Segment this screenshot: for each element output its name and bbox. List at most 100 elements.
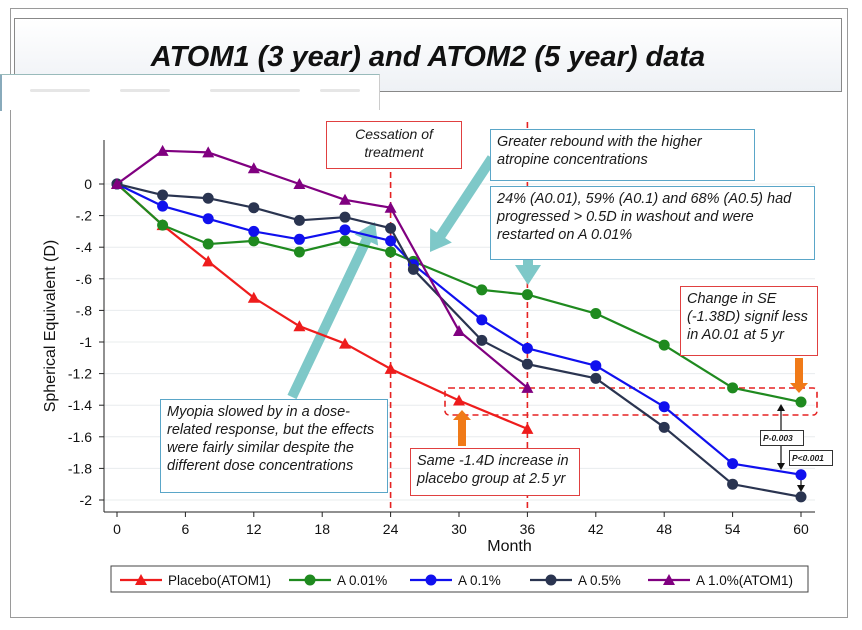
smudge bbox=[30, 89, 90, 92]
legend-item: A 1.0%(ATOM1) bbox=[648, 573, 793, 588]
x-tick-label: 42 bbox=[588, 521, 604, 537]
y-tick-label: 0 bbox=[84, 176, 92, 192]
data-point bbox=[339, 235, 351, 247]
y-tick-label: -1 bbox=[80, 334, 93, 350]
data-point bbox=[476, 284, 488, 296]
p-value-001-text: P<0.001 bbox=[792, 453, 824, 463]
data-point bbox=[157, 189, 169, 201]
data-point bbox=[111, 178, 123, 189]
p-value-001: P<0.001 bbox=[789, 450, 833, 466]
legend-label: Placebo(ATOM1) bbox=[168, 573, 271, 588]
data-point bbox=[293, 320, 306, 332]
data-point bbox=[293, 214, 305, 226]
legend-item: A 0.5% bbox=[530, 573, 621, 588]
data-point bbox=[202, 213, 214, 225]
y-tick-label: -.6 bbox=[76, 271, 93, 287]
arrow-shape bbox=[515, 258, 541, 285]
data-point bbox=[521, 422, 534, 434]
data-point bbox=[521, 381, 534, 393]
teal-arrow-rebound bbox=[430, 155, 497, 252]
series-line bbox=[116, 182, 802, 498]
data-point bbox=[157, 200, 169, 212]
data-point bbox=[521, 289, 533, 301]
arrow-shape bbox=[453, 410, 471, 446]
legend-label: A 0.01% bbox=[337, 573, 387, 588]
annotation-change-text: Change in SE (-1.38D) signif less in A0.… bbox=[687, 291, 808, 343]
data-point bbox=[339, 193, 351, 205]
data-point bbox=[247, 162, 260, 174]
y-tick-label: -.2 bbox=[76, 208, 93, 224]
y-tick-label: -2 bbox=[80, 492, 93, 508]
data-point bbox=[795, 491, 807, 503]
y-tick-label: -.8 bbox=[76, 302, 93, 318]
data-point bbox=[202, 146, 215, 158]
annotation-progressed: 24% (A0.01), 59% (A0.1) and 68% (A0.5) h… bbox=[490, 186, 815, 260]
arrow-shape bbox=[287, 222, 379, 400]
annotation-rebound-text: Greater rebound with the higher atropine… bbox=[497, 134, 702, 168]
data-point bbox=[156, 144, 169, 156]
data-point bbox=[590, 372, 602, 384]
arrow-head bbox=[777, 404, 785, 411]
y-tick-label: -1.4 bbox=[68, 397, 92, 413]
data-point bbox=[248, 225, 260, 237]
data-point bbox=[385, 246, 397, 258]
data-point bbox=[202, 192, 214, 204]
annotation-placebo-text: Same -1.4D increase in placebo group at … bbox=[417, 453, 569, 487]
data-point bbox=[385, 222, 397, 234]
legend-marker bbox=[663, 574, 675, 585]
annotation-cessation-text: Cessation of treatment bbox=[355, 126, 433, 160]
legend-label: A 0.1% bbox=[458, 573, 501, 588]
p-value-003-text: P-0.003 bbox=[763, 433, 793, 443]
data-point bbox=[247, 291, 260, 303]
data-point bbox=[476, 314, 488, 326]
data-point bbox=[727, 478, 739, 490]
data-point bbox=[727, 458, 739, 470]
series-1 bbox=[111, 178, 807, 408]
orange-arrow-placebo bbox=[453, 410, 471, 446]
data-point bbox=[453, 394, 465, 406]
legend: Placebo(ATOM1) A 0.01% A 0.1% A 0.5% A 1.0%(… bbox=[110, 565, 809, 593]
arrow-head bbox=[777, 463, 785, 470]
smudge bbox=[210, 89, 300, 92]
obscured-subtitle bbox=[0, 74, 380, 111]
x-axis-title: Month bbox=[487, 538, 531, 555]
x-tick-label: 12 bbox=[246, 521, 262, 537]
arrow-head bbox=[797, 485, 805, 492]
data-point bbox=[384, 201, 397, 213]
data-point bbox=[293, 178, 306, 189]
x-tick-label: 36 bbox=[520, 521, 536, 537]
data-point bbox=[384, 362, 397, 374]
series-4 bbox=[111, 144, 534, 393]
data-point bbox=[248, 202, 260, 214]
x-tick-label: 54 bbox=[725, 521, 741, 537]
smudge bbox=[120, 89, 170, 92]
data-point bbox=[658, 339, 670, 351]
data-point bbox=[590, 360, 602, 372]
y-axis-title: Spherical Equivalent (D) bbox=[42, 240, 59, 413]
legend-marker bbox=[545, 574, 557, 586]
arrow-shape bbox=[790, 358, 808, 393]
x-tick-label: 60 bbox=[793, 521, 809, 537]
data-point bbox=[202, 255, 215, 267]
annotation-myopia: Myopia slowed by in a dose-related respo… bbox=[160, 399, 388, 493]
x-tick-label: 6 bbox=[182, 521, 190, 537]
data-point bbox=[727, 382, 739, 394]
x-tick-label: 24 bbox=[383, 521, 399, 537]
data-point bbox=[521, 342, 533, 354]
data-point bbox=[795, 396, 807, 408]
annotation-myopia-text: Myopia slowed by in a dose-related respo… bbox=[167, 404, 375, 474]
data-point bbox=[293, 233, 305, 245]
teal-arrow-progressed bbox=[515, 258, 541, 285]
data-point bbox=[339, 337, 351, 349]
y-tick-label: -1.6 bbox=[68, 429, 92, 445]
arrow-shape bbox=[430, 155, 497, 252]
annotation-change: Change in SE (-1.38D) signif less in A0.… bbox=[680, 286, 818, 356]
y-tick-label: -1.8 bbox=[68, 460, 92, 476]
annotation-placebo: Same -1.4D increase in placebo group at … bbox=[410, 448, 580, 496]
data-point bbox=[293, 246, 305, 258]
legend-item: A 0.01% bbox=[289, 573, 387, 588]
data-point bbox=[590, 308, 602, 320]
y-tick-label: -.4 bbox=[76, 239, 93, 255]
legend-label: A 1.0%(ATOM1) bbox=[696, 573, 793, 588]
p-value-003: P-0.003 bbox=[760, 430, 804, 446]
